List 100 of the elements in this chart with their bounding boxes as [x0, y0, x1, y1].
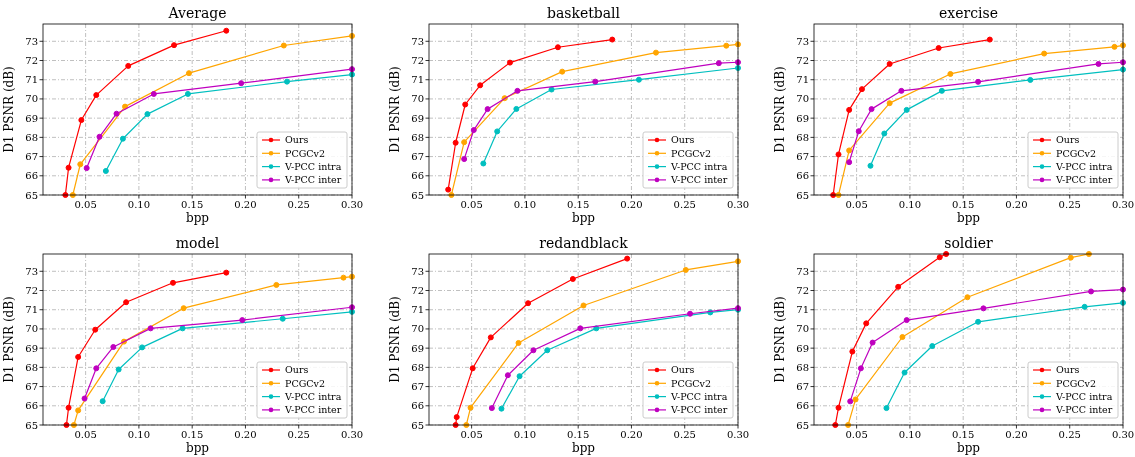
y-tick-label: 73: [411, 35, 424, 47]
x-tick-label: 0.20: [234, 429, 257, 440]
y-tick-label: 71: [411, 304, 424, 316]
y-tick-label: 67: [411, 151, 424, 163]
y-tick-label: 73: [25, 265, 38, 277]
x-tick-label: 0.10: [513, 429, 537, 440]
legend-label: PCGCv2: [1056, 147, 1096, 159]
x-tick-label: 0.25: [673, 199, 696, 210]
legend-label: V-PCC intra: [284, 160, 342, 172]
legend-label: PCGCv2: [285, 377, 325, 389]
y-tick-label: 66: [411, 170, 424, 182]
y-tick-label: 71: [796, 74, 809, 86]
x-tick-label: 0.20: [1005, 199, 1028, 210]
y-tick-label: 71: [796, 304, 809, 316]
legend-label: V-PCC inter: [284, 404, 342, 416]
y-tick-label: 69: [796, 342, 809, 354]
y-tick-label: 68: [25, 361, 38, 373]
y-tick-label: 73: [796, 265, 809, 277]
x-axis-title: bpp: [185, 441, 210, 455]
x-tick-label: 0.10: [898, 429, 922, 440]
chart-title: exercise: [939, 5, 998, 21]
x-tick-label: 0.15: [567, 199, 590, 210]
y-axis-title: D1 PSNR (dB): [773, 296, 787, 383]
y-tick-label: 68: [411, 361, 424, 373]
y-tick-label: 72: [411, 285, 424, 297]
y-tick-label: 72: [25, 55, 38, 67]
x-tick-label: 0.15: [181, 429, 204, 440]
y-tick-label: 66: [25, 170, 38, 182]
x-tick-label: 0.05: [845, 429, 868, 440]
chart-title: Average: [167, 5, 227, 21]
x-tick-label: 0.10: [513, 199, 537, 210]
legend-label: V-PCC intra: [1055, 390, 1113, 402]
x-tick-label: 0.20: [620, 199, 643, 210]
y-tick-label: 72: [796, 285, 809, 297]
y-tick-label: 71: [25, 74, 38, 86]
y-tick-label: 66: [25, 400, 38, 412]
y-axis-title: D1 PSNR (dB): [388, 296, 402, 383]
x-tick-label: 0.15: [952, 429, 975, 440]
legend-label: PCGCv2: [671, 147, 711, 159]
y-tick-label: 69: [411, 112, 424, 124]
x-axis-title: bpp: [956, 211, 981, 225]
x-tick-label: 0.05: [460, 199, 483, 210]
y-tick-label: 68: [411, 131, 424, 143]
x-tick-label: 0.25: [1058, 199, 1081, 210]
legend-label: Ours: [285, 134, 309, 146]
y-tick-label: 73: [25, 35, 38, 47]
legend-label: PCGCv2: [671, 377, 711, 389]
x-tick-label: 0.05: [460, 429, 483, 440]
y-tick-label: 66: [796, 400, 809, 412]
y-tick-label: 70: [796, 323, 809, 335]
y-axis-title: D1 PSNR (dB): [773, 66, 787, 153]
y-tick-label: 70: [25, 323, 38, 335]
legend-label: V-PCC inter: [1055, 174, 1113, 186]
x-tick-label: 0.20: [1005, 429, 1028, 440]
x-tick-label: 0.25: [673, 429, 696, 440]
legend-label: V-PCC inter: [670, 404, 728, 416]
y-tick-label: 67: [25, 151, 38, 163]
x-tick-label: 0.30: [340, 429, 364, 440]
y-tick-label: 73: [411, 265, 424, 277]
y-tick-label: 72: [25, 285, 38, 297]
y-tick-label: 65: [25, 419, 38, 431]
x-tick-label: 0.15: [181, 199, 204, 210]
y-tick-label: 69: [411, 342, 424, 354]
x-tick-label: 0.25: [1058, 429, 1081, 440]
y-tick-label: 73: [796, 35, 809, 47]
x-axis-title: bpp: [571, 441, 596, 455]
y-tick-label: 65: [796, 419, 809, 431]
x-tick-label: 0.30: [1111, 429, 1135, 440]
legend-label: Ours: [671, 134, 695, 146]
chart-title: soldier: [944, 235, 994, 251]
x-tick-label: 0.30: [726, 429, 750, 440]
y-tick-label: 65: [411, 189, 424, 201]
legend-label: Ours: [285, 364, 309, 376]
y-tick-label: 68: [25, 131, 38, 143]
x-tick-label: 0.15: [567, 429, 590, 440]
x-tick-label: 0.30: [726, 199, 750, 210]
y-tick-label: 65: [411, 419, 424, 431]
y-tick-label: 65: [25, 189, 38, 201]
y-tick-label: 67: [796, 381, 809, 393]
x-tick-label: 0.10: [127, 429, 151, 440]
y-axis-title: D1 PSNR (dB): [2, 66, 16, 153]
x-tick-label: 0.10: [898, 199, 922, 210]
x-tick-label: 0.25: [287, 199, 310, 210]
y-tick-label: 69: [796, 112, 809, 124]
x-tick-label: 0.30: [1111, 199, 1135, 210]
x-tick-label: 0.05: [845, 199, 868, 210]
x-tick-label: 0.15: [952, 199, 975, 210]
legend-label: V-PCC inter: [284, 174, 342, 186]
y-tick-label: 70: [25, 93, 38, 105]
y-tick-label: 66: [411, 400, 424, 412]
y-tick-label: 70: [411, 323, 424, 335]
y-tick-label: 71: [25, 304, 38, 316]
chart-title: model: [175, 235, 220, 251]
x-tick-label: 0.05: [74, 199, 97, 210]
y-tick-label: 68: [796, 131, 809, 143]
x-tick-label: 0.05: [74, 429, 97, 440]
y-tick-label: 67: [25, 381, 38, 393]
legend-label: V-PCC intra: [1055, 160, 1113, 172]
x-axis-title: bpp: [571, 211, 596, 225]
y-tick-label: 72: [796, 55, 809, 67]
